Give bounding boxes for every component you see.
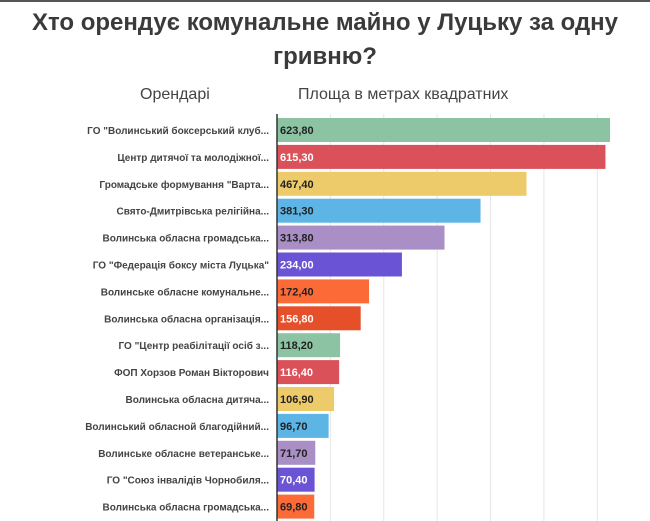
bar (277, 144, 606, 169)
category-label: Волинська обласна громадська... (103, 233, 270, 245)
data-label: 116,40 (280, 367, 313, 379)
bar (277, 252, 402, 277)
bar (277, 306, 361, 331)
category-label: ГО "Федерація боксу міста Луцька" (93, 260, 270, 272)
chart-title: Хто орендує комунальне майно у Луцьку за… (31, 9, 619, 70)
category-label: Волинська обласна громадська... (103, 502, 270, 514)
data-label: 71,70 (280, 448, 308, 460)
category-label: ГО "Волинський боксерський клуб... (87, 125, 269, 137)
data-label: 118,20 (280, 340, 313, 352)
category-label: ГО "Центр реабілітації осіб з... (118, 340, 269, 352)
category-label: Волинська обласна організація... (104, 313, 269, 325)
bar (277, 494, 315, 519)
bar (277, 171, 527, 196)
data-label: 623,80 (280, 125, 314, 137)
bar (277, 198, 481, 223)
data-label: 70,40 (280, 475, 308, 487)
bar (277, 333, 341, 358)
data-label: 615,30 (280, 152, 314, 164)
value-header: Площа в метрах квадратних (298, 86, 509, 103)
data-label: 69,80 (280, 502, 308, 514)
category-label: Волинська обласна дитяча... (126, 394, 270, 406)
data-label: 172,40 (280, 286, 314, 298)
data-label: 467,40 (280, 179, 314, 191)
bar (277, 387, 335, 411)
bar (277, 467, 315, 492)
category-label: Волинський обласной благодійний... (85, 421, 269, 433)
bar (277, 225, 445, 250)
data-label: 381,30 (280, 206, 314, 218)
bar (277, 360, 340, 385)
category-label: Громадське формування "Варта... (99, 179, 269, 191)
bar (277, 413, 329, 438)
category-label: Свято-Дмитрівська релігійна... (116, 207, 269, 218)
data-label: 156,80 (280, 313, 314, 325)
category-header: Орендарі (140, 86, 210, 103)
bar (277, 440, 316, 465)
category-label: Волинське обласне ветеранське... (98, 448, 269, 460)
category-label: ГО "Союз інвалідів Чорнобиля... (107, 475, 269, 487)
category-label: Центр дитячої та молодіжної... (117, 153, 269, 164)
bar (277, 279, 370, 304)
category-label: ФОП Хорзов Роман Вікторович (114, 368, 269, 379)
data-label: 96,70 (280, 421, 308, 433)
top-border (0, 0, 650, 2)
data-label: 313,80 (280, 233, 314, 245)
category-label: Волинське обласне комунальне... (101, 286, 270, 298)
data-label: 234,00 (280, 260, 314, 272)
data-label: 106,90 (280, 394, 314, 406)
bar (277, 118, 610, 142)
